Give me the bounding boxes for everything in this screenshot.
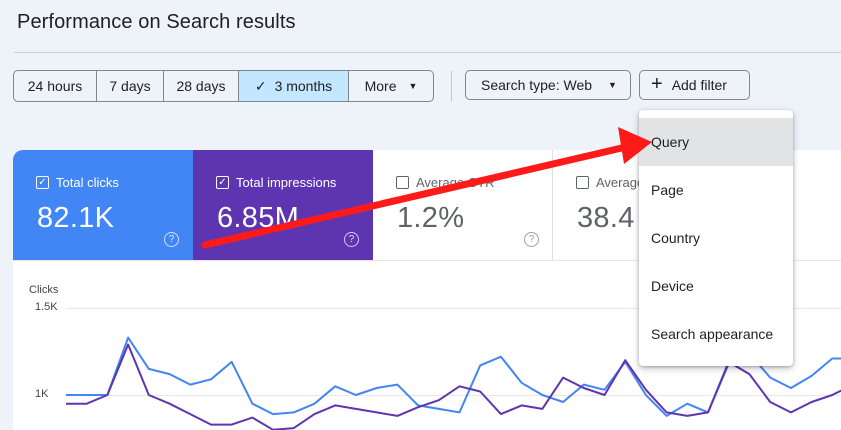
- plus-icon: +: [651, 73, 663, 95]
- toolbar-divider: [451, 71, 452, 101]
- date-option-3-months[interactable]: ✓ 3 months: [239, 71, 349, 101]
- search-type-label: Search type: Web: [481, 77, 593, 93]
- date-option-label: 24 hours: [27, 78, 83, 94]
- date-option-label: 3 months: [274, 78, 333, 94]
- help-icon[interactable]: ?: [164, 232, 179, 247]
- y-axis-label: Clicks: [29, 284, 59, 296]
- add-filter-button[interactable]: + Add filter: [639, 70, 750, 100]
- checkbox-checked-icon[interactable]: ✓: [36, 176, 49, 189]
- y-tick-label: 1.5K: [35, 301, 58, 313]
- date-option-more[interactable]: More ▼: [349, 71, 433, 101]
- menu-item-label: Device: [651, 278, 694, 294]
- gridline: [66, 395, 841, 396]
- menu-item-label: Query: [651, 134, 690, 150]
- caret-down-icon: ▼: [408, 81, 418, 91]
- filter-menu: Query Page Country Device Search appeara…: [639, 110, 793, 366]
- menu-item-query[interactable]: Query: [639, 118, 793, 166]
- date-option-28-days[interactable]: 28 days: [164, 71, 239, 101]
- search-type-button[interactable]: Search type: Web ▼: [465, 70, 631, 100]
- menu-item-search-appearance[interactable]: Search appearance: [639, 310, 793, 358]
- title-divider: [14, 52, 841, 53]
- menu-item-label: Search appearance: [651, 326, 774, 342]
- caret-down-icon: ▼: [608, 80, 617, 90]
- metric-label: Total clicks: [56, 175, 119, 190]
- page-title: Performance on Search results: [17, 11, 296, 33]
- add-filter-label: Add filter: [671, 77, 727, 93]
- menu-item-label: Country: [651, 230, 701, 246]
- check-icon: ✓: [254, 77, 267, 94]
- menu-item-device[interactable]: Device: [639, 262, 793, 310]
- date-option-label: More: [364, 78, 397, 94]
- card-divider: [13, 260, 841, 261]
- menu-item-country[interactable]: Country: [639, 214, 793, 262]
- date-option-24-hours[interactable]: 24 hours: [14, 71, 97, 101]
- date-option-label: 28 days: [176, 78, 226, 94]
- date-option-label: 7 days: [109, 78, 151, 94]
- gridline: [66, 308, 841, 309]
- metric-value: 82.1K: [37, 202, 115, 234]
- metric-total-clicks[interactable]: ✓ Total clicks 82.1K ?: [13, 150, 193, 260]
- date-range-selector: 24 hours 7 days 28 days ✓ 3 months More …: [13, 70, 434, 102]
- date-option-7-days[interactable]: 7 days: [97, 71, 164, 101]
- menu-item-label: Page: [651, 182, 684, 198]
- y-tick-label: 1K: [35, 388, 49, 400]
- menu-item-page[interactable]: Page: [639, 166, 793, 214]
